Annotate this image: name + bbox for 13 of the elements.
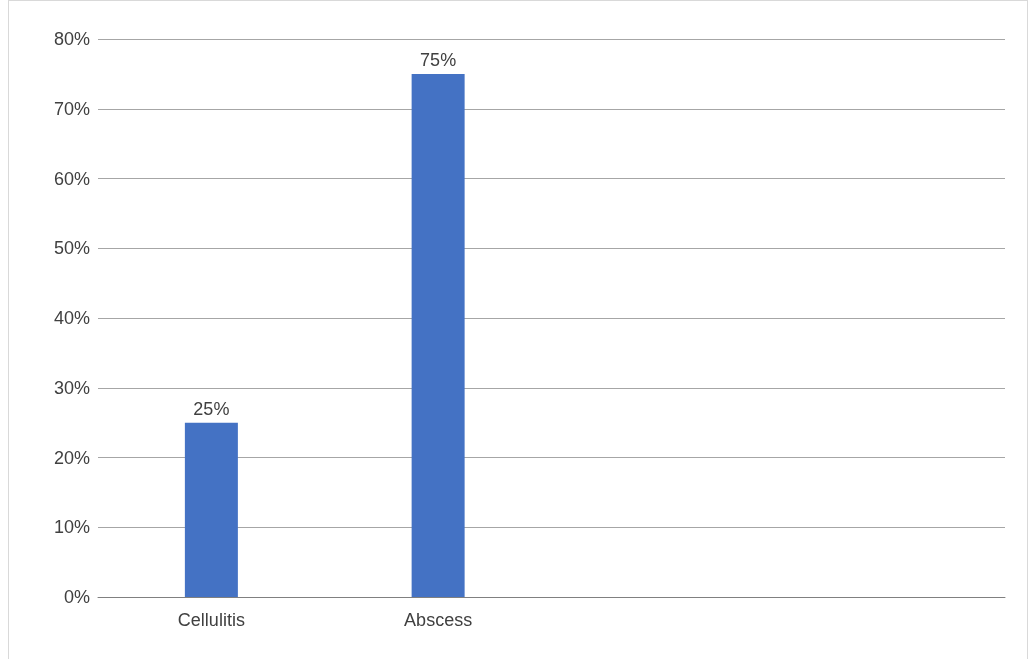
y-tick-label: 40%	[53, 308, 90, 328]
data-label: 75%	[420, 49, 457, 70]
y-tick-label: 80%	[53, 29, 90, 49]
x-tick-label: Abscess	[404, 610, 473, 630]
y-tick-label: 60%	[53, 168, 90, 189]
y-tick-label: 10%	[53, 517, 90, 538]
x-tick-label: Cellulitis	[177, 610, 245, 630]
y-tick-label: 0%	[63, 587, 90, 607]
y-tick-label: 30%	[53, 377, 90, 398]
data-label: 25%	[193, 398, 230, 419]
y-tick-label: 50%	[53, 238, 90, 259]
y-tick-label: 20%	[53, 447, 90, 468]
y-tick-label: 70%	[53, 98, 90, 119]
